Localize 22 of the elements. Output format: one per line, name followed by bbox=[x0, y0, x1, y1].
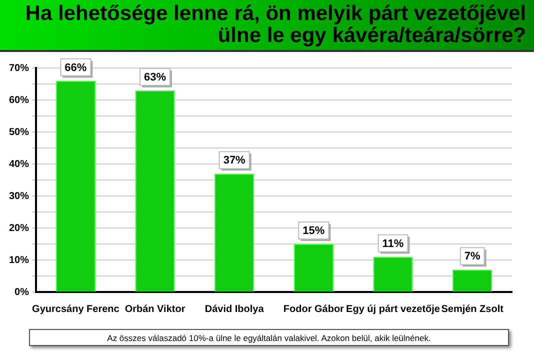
y-tick-label: 10% bbox=[9, 254, 30, 266]
data-label: 7% bbox=[464, 250, 480, 263]
x-tick-label: Semjén Zsolt bbox=[441, 304, 504, 315]
text: Az összes válaszadó 10%-a ülne le egyáltalán valakivel. Azokon belül, akik leülnének. bbox=[29, 329, 509, 346]
y-tick-label: 30% bbox=[9, 190, 30, 202]
y-tick-label: 40% bbox=[9, 158, 30, 170]
chart-title: Ha lehetősége lenne rá, ön melyik párt vezetőjével ülne le egy kávéra/teára/sörre? bbox=[0, 0, 534, 52]
data-label: 37% bbox=[223, 154, 246, 167]
x-tick-label: Egy új párt vezetője bbox=[346, 304, 440, 315]
y-tick-label: 50% bbox=[9, 126, 30, 138]
data-label: 11% bbox=[382, 238, 404, 250]
data-label: 15% bbox=[302, 225, 325, 238]
y-tick-label: 0% bbox=[14, 286, 30, 298]
x-tick-label: Gyurcsány Ferenc bbox=[32, 304, 120, 315]
x-tick-label: Dávid Ibolya bbox=[204, 304, 264, 315]
data-label: 63% bbox=[144, 71, 166, 84]
data-label: 66% bbox=[64, 62, 87, 74]
x-tick-label: Fodor Gábor bbox=[283, 304, 344, 315]
y-tick-label: 60% bbox=[9, 94, 30, 106]
y-tick-label: 70% bbox=[9, 62, 30, 74]
x-tick-label: Orbán Viktor bbox=[124, 304, 186, 315]
y-tick-label: 20% bbox=[9, 222, 30, 234]
